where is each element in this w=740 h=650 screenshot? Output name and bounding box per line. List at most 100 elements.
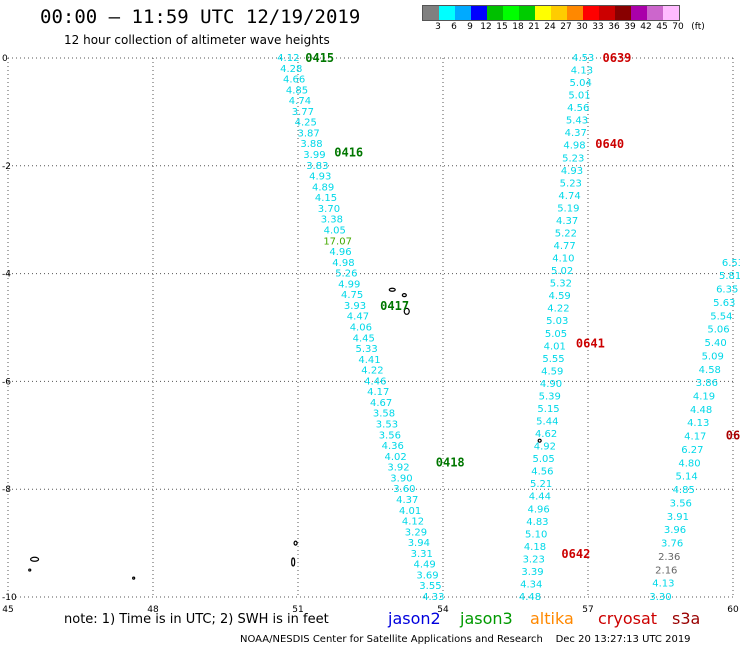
colorbar-label: 36 [608, 22, 620, 32]
colorbar-label: (ft) [691, 22, 705, 32]
colorbar-label: 9 [467, 22, 473, 32]
colorbar-label: 3 [435, 22, 441, 32]
wave-height-value: 17.07 [323, 236, 352, 247]
wave-height-value: 3.88 [300, 139, 322, 150]
wave-height-value: 4.33 [422, 592, 444, 603]
colorbar-cell [583, 6, 599, 20]
island-outline [291, 557, 296, 567]
wave-height-value: 4.48 [690, 405, 712, 416]
wave-height-value: 3.92 [387, 463, 409, 474]
lon-tick-label: 51 [292, 605, 303, 615]
colorbar-cell [439, 6, 455, 20]
wave-height-value: 4.45 [353, 333, 375, 344]
wave-height-value: 4.12 [402, 517, 424, 528]
wave-height-value: 4.15 [315, 193, 337, 204]
colorbar-cell [503, 6, 519, 20]
wave-height-value: 4.56 [567, 103, 589, 114]
wave-height-value: 4.17 [367, 387, 389, 398]
wave-height-value: 4.49 [414, 560, 436, 571]
wave-height-value: 4.99 [338, 279, 360, 290]
lon-tick-label: 57 [582, 605, 593, 615]
wave-height-value: 4.96 [528, 504, 550, 515]
wave-height-value: 4.66 [283, 75, 305, 86]
pass-time-label: 0417 [380, 299, 409, 313]
colorbar-label: 24 [544, 22, 556, 32]
wave-height-value: 5.04 [570, 78, 592, 89]
wave-height-value: 6.27 [681, 445, 703, 456]
wave-height-value: 3.29 [405, 527, 427, 538]
pass-time-label: 0642 [561, 547, 590, 561]
wave-height-value: 6.35 [716, 285, 738, 296]
wave-height-value: 4.96 [329, 247, 351, 258]
colorbar-cell [647, 6, 663, 20]
island-outline [388, 287, 396, 292]
island-outline [403, 307, 410, 315]
wave-height-value: 3.94 [408, 538, 430, 549]
legend-cryosat: cryosat [598, 609, 658, 628]
wave-height-value: 4.13 [652, 579, 674, 590]
wave-height-value: 4.98 [563, 141, 585, 152]
wave-height-value: 5.14 [675, 472, 697, 483]
wave-height-value: 4.56 [531, 467, 553, 478]
colorbar-cell [567, 6, 583, 20]
map-subtitle: 12 hour collection of altimeter wave hei… [64, 33, 330, 47]
colorbar-label: 30 [576, 22, 588, 32]
wave-height-value: 3.70 [318, 204, 340, 215]
wave-height-value: 4.85 [673, 485, 695, 496]
wave-height-value: 5.81 [719, 271, 740, 282]
pass-time-label: 0641 [576, 337, 605, 351]
wave-height-value: 4.34 [520, 579, 542, 590]
wave-height-value: 4.62 [535, 429, 557, 440]
wave-height-value: 5.33 [356, 344, 378, 355]
island-outline [132, 576, 136, 580]
wave-height-value: 3.56 [379, 430, 401, 441]
colorbar-cell [551, 6, 567, 20]
wave-height-value: 4.85 [286, 85, 308, 96]
wave-height-value: 5.63 [713, 298, 735, 309]
wave-height-value: 5.09 [702, 351, 724, 362]
wave-height-value: 5.44 [536, 417, 558, 428]
wave-height-value: 4.89 [312, 182, 334, 193]
wave-height-value: 4.37 [556, 216, 578, 227]
wave-height-value: 5.05 [532, 454, 554, 465]
wave-height-value: 3.77 [292, 107, 314, 118]
colorbar-cell [455, 6, 471, 20]
lon-tick-label: 48 [147, 605, 159, 615]
wave-height-value: 4.53 [572, 53, 594, 64]
colorbar-cell [631, 6, 647, 20]
wave-height-value: 4.41 [358, 355, 380, 366]
colorbar-label: 21 [528, 22, 540, 32]
island-outline [401, 293, 407, 298]
wave-height-value: 3.93 [344, 301, 366, 312]
wave-height-value: 4.19 [693, 391, 715, 402]
legend-jason3: jason3 [460, 609, 513, 628]
pass-time-label: 0640 [595, 137, 624, 151]
colorbar [422, 5, 680, 21]
wave-height-value: 3.76 [661, 539, 683, 550]
wave-height-value: 3.91 [667, 512, 689, 523]
wave-height-value: 4.58 [699, 365, 721, 376]
wave-height-value: 4.10 [552, 254, 574, 265]
pass-time-label: 0639 [603, 51, 632, 65]
wave-height-value: 5.19 [557, 203, 579, 214]
colorbar-cell [423, 6, 439, 20]
lat-tick-label: -6 [2, 377, 11, 387]
colorbar-label: 33 [592, 22, 604, 32]
colorbar-label: 39 [624, 22, 636, 32]
wave-height-value: 4.25 [295, 118, 317, 129]
wave-height-value: 3.90 [390, 473, 412, 484]
wave-height-value: 3.99 [303, 150, 325, 161]
wave-height-value: 3.83 [306, 161, 328, 172]
colorbar-cell [663, 6, 679, 20]
colorbar-cell [487, 6, 503, 20]
wave-height-value: 4.93 [309, 172, 331, 183]
wave-height-value: 2.36 [658, 552, 680, 563]
wave-height-value: 3.39 [521, 567, 543, 578]
wave-height-value: 5.15 [537, 404, 559, 415]
wave-height-value: 5.03 [546, 316, 568, 327]
lat-tick-label: -4 [2, 270, 11, 280]
colorbar-label: 18 [512, 22, 524, 32]
wave-height-value: 4.75 [341, 290, 363, 301]
